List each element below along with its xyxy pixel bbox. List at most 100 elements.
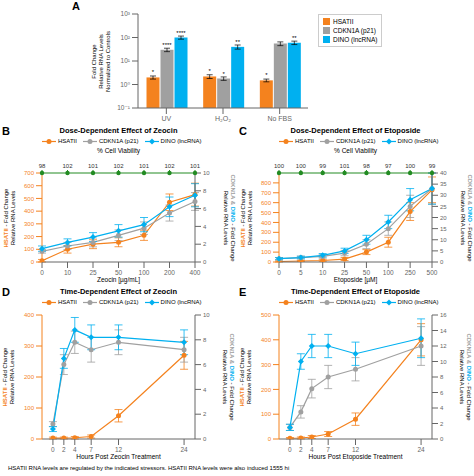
svg-text:102: 102 xyxy=(164,163,175,169)
svg-text:4: 4 xyxy=(203,224,207,230)
svg-text:101: 101 xyxy=(139,163,150,169)
svg-text:14: 14 xyxy=(440,328,447,334)
svg-text:300: 300 xyxy=(24,221,35,227)
svg-text:7: 7 xyxy=(326,446,330,453)
svg-text:2: 2 xyxy=(299,446,303,453)
svg-text:102: 102 xyxy=(62,163,73,169)
svg-text:0: 0 xyxy=(40,269,44,276)
svg-text:*: * xyxy=(152,69,155,75)
svg-text:100: 100 xyxy=(261,249,272,255)
svg-text:0: 0 xyxy=(440,436,444,442)
svg-text:300: 300 xyxy=(261,362,272,368)
svg-text:700: 700 xyxy=(261,190,272,196)
svg-text:20: 20 xyxy=(440,215,447,221)
svg-text:200: 200 xyxy=(261,239,272,245)
svg-text:102: 102 xyxy=(113,163,124,169)
svg-text:10: 10 xyxy=(64,269,72,276)
svg-text:No FBS: No FBS xyxy=(267,115,292,122)
svg-text:0: 0 xyxy=(203,436,207,442)
svg-text:24: 24 xyxy=(417,446,425,453)
svg-text:0: 0 xyxy=(203,259,207,265)
svg-text:6: 6 xyxy=(203,206,207,212)
svg-text:2: 2 xyxy=(203,411,207,417)
svg-text:4: 4 xyxy=(73,446,77,453)
svg-text:101: 101 xyxy=(190,163,201,169)
svg-text:4: 4 xyxy=(203,387,207,393)
svg-text:300: 300 xyxy=(261,229,272,235)
svg-text:15: 15 xyxy=(440,226,447,232)
svg-text:400: 400 xyxy=(24,208,35,214)
svg-text:500: 500 xyxy=(261,210,272,216)
svg-text:*: * xyxy=(208,68,211,74)
svg-text:0: 0 xyxy=(440,259,444,265)
svg-text:10: 10 xyxy=(203,170,210,176)
svg-text:5: 5 xyxy=(299,269,303,276)
svg-text:8: 8 xyxy=(203,337,207,343)
svg-text:97: 97 xyxy=(385,163,392,169)
svg-text:200: 200 xyxy=(24,374,35,380)
svg-text:50: 50 xyxy=(363,269,371,276)
svg-text:100: 100 xyxy=(24,405,35,411)
svg-text:5: 5 xyxy=(440,248,444,254)
svg-text:500: 500 xyxy=(261,312,272,318)
svg-text:400: 400 xyxy=(261,220,272,226)
svg-text:500: 500 xyxy=(427,269,438,276)
svg-text:6: 6 xyxy=(203,362,207,368)
svg-text:100: 100 xyxy=(139,269,150,276)
svg-text:200: 200 xyxy=(24,234,35,240)
svg-text:**: ** xyxy=(235,39,240,45)
svg-text:100: 100 xyxy=(24,246,35,252)
svg-text:****: **** xyxy=(176,30,186,36)
svg-text:700: 700 xyxy=(24,170,35,176)
svg-text:10: 10 xyxy=(440,237,447,243)
svg-text:25: 25 xyxy=(341,269,349,276)
svg-text:24: 24 xyxy=(180,446,188,453)
svg-text:200: 200 xyxy=(261,387,272,393)
svg-text:*: * xyxy=(222,71,225,77)
svg-text:101: 101 xyxy=(340,163,351,169)
svg-text:10: 10 xyxy=(319,269,327,276)
svg-text:7: 7 xyxy=(89,446,93,453)
svg-text:6: 6 xyxy=(440,390,444,396)
svg-text:0: 0 xyxy=(31,259,35,265)
svg-text:500: 500 xyxy=(24,196,35,202)
svg-text:10⁻¹: 10⁻¹ xyxy=(117,104,131,111)
svg-text:2: 2 xyxy=(62,446,66,453)
svg-text:12: 12 xyxy=(440,343,447,349)
svg-text:35: 35 xyxy=(440,181,447,187)
svg-text:10: 10 xyxy=(203,312,210,318)
svg-text:600: 600 xyxy=(24,183,35,189)
svg-text:UV: UV xyxy=(161,115,171,122)
svg-text:98: 98 xyxy=(363,163,370,169)
svg-text:8: 8 xyxy=(203,188,207,194)
svg-text:300: 300 xyxy=(24,343,35,349)
svg-text:30: 30 xyxy=(440,192,447,198)
svg-text:**: ** xyxy=(292,35,297,41)
svg-text:600: 600 xyxy=(261,200,272,206)
svg-text:100: 100 xyxy=(383,269,394,276)
svg-text:800: 800 xyxy=(261,180,272,186)
svg-text:4: 4 xyxy=(440,405,444,411)
svg-text:10²: 10² xyxy=(121,34,131,41)
svg-text:100: 100 xyxy=(405,163,416,169)
svg-text:99: 99 xyxy=(429,163,436,169)
svg-text:101: 101 xyxy=(88,163,99,169)
svg-text:0: 0 xyxy=(268,259,272,265)
svg-text:2: 2 xyxy=(440,421,444,427)
svg-text:0: 0 xyxy=(288,446,292,453)
svg-text:10³: 10³ xyxy=(121,10,131,17)
svg-text:100: 100 xyxy=(296,163,307,169)
svg-text:*: * xyxy=(265,72,268,78)
svg-text:4: 4 xyxy=(310,446,314,453)
svg-text:98: 98 xyxy=(39,163,46,169)
svg-text:100: 100 xyxy=(274,163,285,169)
svg-text:100: 100 xyxy=(261,411,272,417)
svg-text:25: 25 xyxy=(440,204,447,210)
svg-text:8: 8 xyxy=(440,374,444,380)
svg-text:10⁰: 10⁰ xyxy=(120,81,130,88)
svg-text:0: 0 xyxy=(268,436,272,442)
svg-text:10: 10 xyxy=(440,359,447,365)
svg-text:0: 0 xyxy=(31,436,35,442)
svg-text:16: 16 xyxy=(440,312,447,318)
svg-text:12: 12 xyxy=(115,446,123,453)
